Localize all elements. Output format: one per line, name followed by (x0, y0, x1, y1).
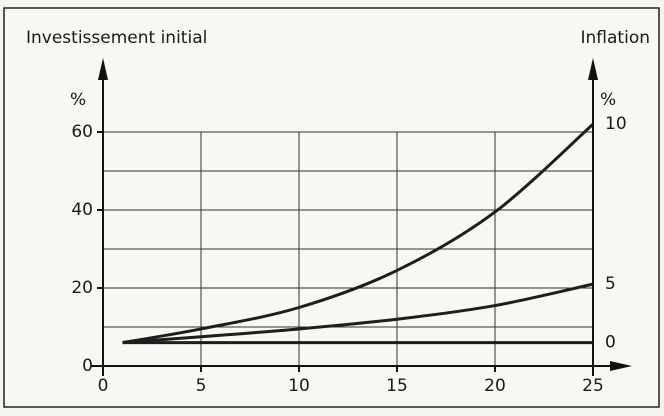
x-tick-label: 25 (582, 376, 604, 396)
x-tick-label: 10 (288, 376, 310, 396)
y-axis-title: Investissement initial (26, 28, 207, 48)
x-axis-arrow (610, 361, 632, 371)
series-line (122, 123, 595, 345)
series-label: 10 (605, 114, 627, 134)
y2-axis-arrow (588, 58, 598, 80)
y2-axis-unit: % (600, 90, 616, 110)
x-tick-label: 5 (196, 376, 207, 396)
y-axis-unit: % (70, 90, 86, 110)
y-tick-label: 40 (71, 200, 93, 220)
series-line (122, 282, 594, 345)
y-tick-label: 20 (71, 278, 93, 298)
series-label: 0 (605, 333, 616, 353)
y-tick-label: 60 (71, 122, 93, 142)
x-tick-label: 20 (484, 376, 506, 396)
x-tick-label: 15 (386, 376, 408, 396)
frame (3, 7, 660, 408)
y2-axis-title: Inflation (581, 28, 650, 48)
series-label: 5 (605, 274, 616, 294)
y-tick-label: 0 (82, 356, 93, 376)
y-axis-arrow (98, 58, 108, 80)
x-tick-label: 0 (98, 376, 109, 396)
